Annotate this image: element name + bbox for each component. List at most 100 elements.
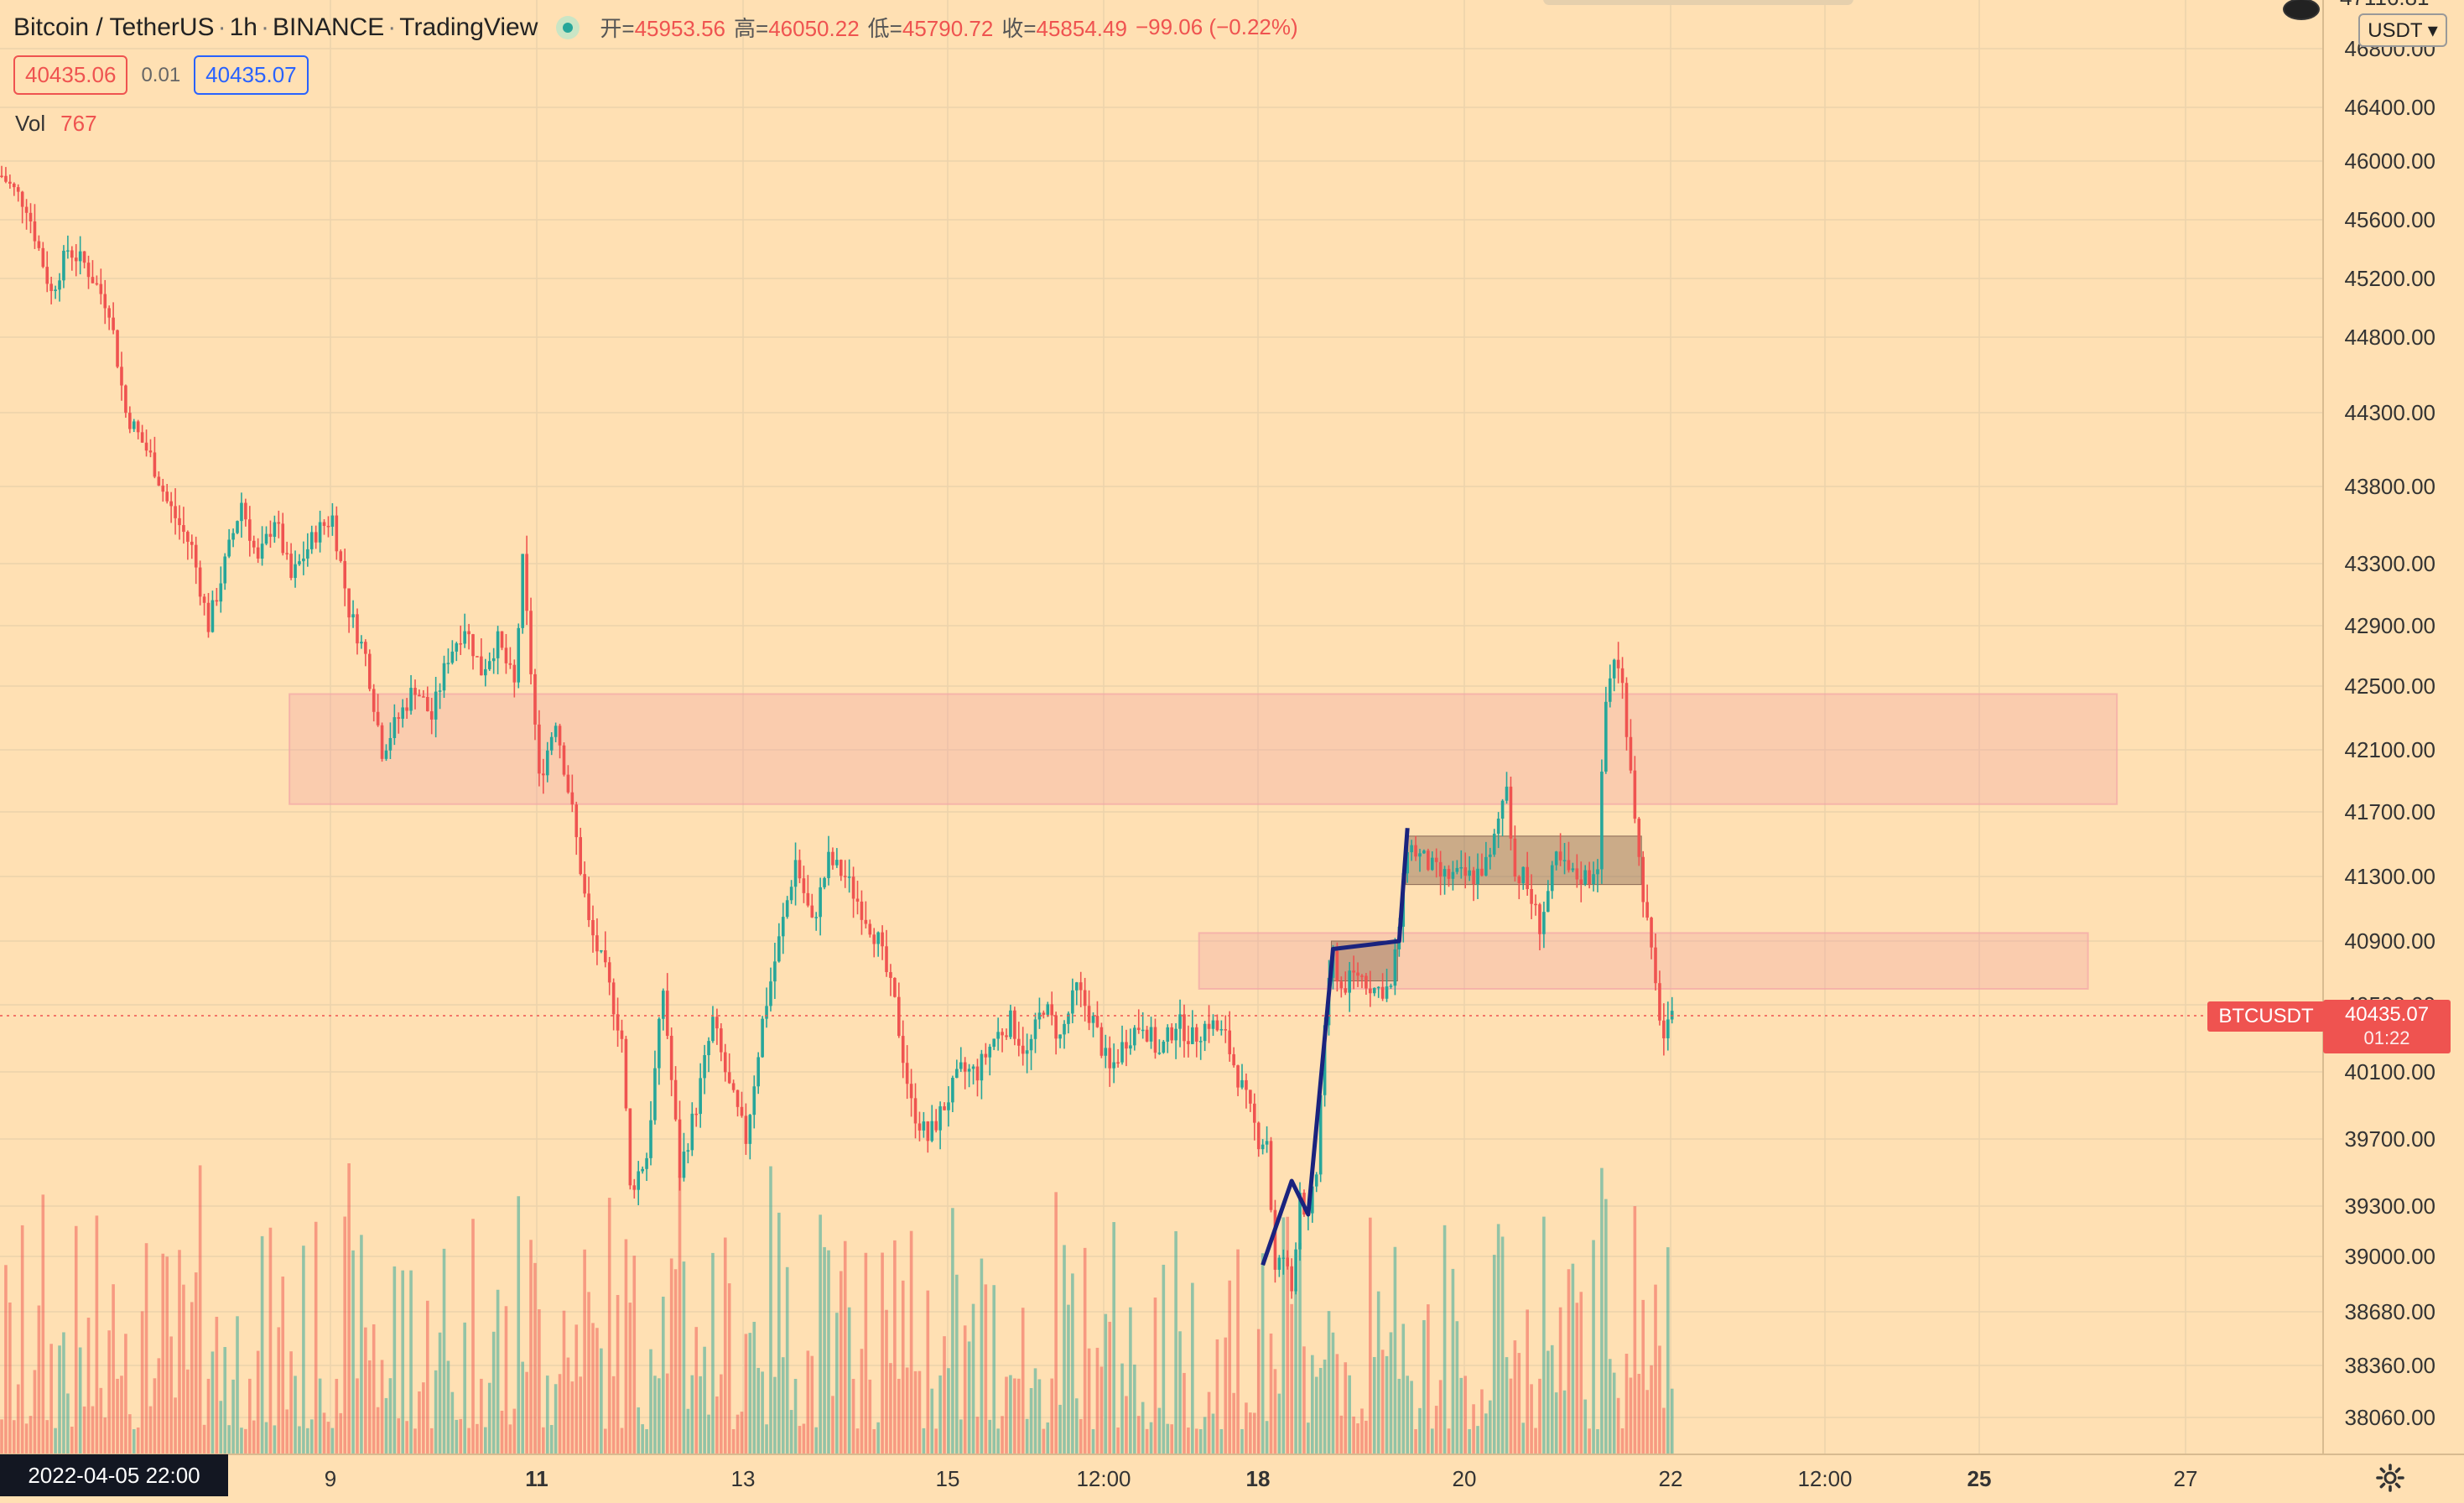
buy-price-button[interactable]: 40435.07 [194, 55, 309, 95]
price-tick-label: 39700.00 [2345, 1126, 2435, 1152]
volume-bar [1166, 1423, 1170, 1454]
top-tab-handle[interactable] [1543, 0, 1853, 5]
candle-body [955, 1069, 959, 1079]
interval-label[interactable]: 1h [229, 13, 257, 41]
candle-body [785, 900, 789, 918]
candle-body [1422, 850, 1426, 854]
candle-body [330, 515, 335, 528]
volume-bar [1294, 1288, 1297, 1454]
candle-body [309, 532, 314, 549]
symbol-name[interactable]: Bitcoin / TetherUS [13, 13, 215, 41]
volume-bar [715, 1396, 719, 1454]
candle-body [1406, 852, 1409, 874]
volume-bar [1600, 1168, 1604, 1454]
volume-bar [1393, 1246, 1397, 1454]
volume-bar [785, 1266, 789, 1454]
volume-bar [194, 1272, 198, 1454]
volume-bar [1612, 1372, 1616, 1454]
volume-bar [484, 1427, 487, 1454]
candle-body [1608, 678, 1612, 702]
candle-body [240, 502, 243, 522]
volume-bar [1513, 1340, 1517, 1454]
volume-bar [409, 1270, 413, 1454]
candle-body [1410, 845, 1413, 853]
gear-icon[interactable] [2375, 1463, 2405, 1493]
volume-bar [4, 1265, 8, 1454]
price-tick-label: 41700.00 [2345, 799, 2435, 824]
volume-bar [1286, 1216, 1290, 1454]
candle-body [1079, 982, 1083, 991]
alert-icon[interactable] [2283, 0, 2320, 20]
volume-bar [1459, 1377, 1463, 1454]
volume-bar [748, 1333, 752, 1454]
candle-body [781, 917, 785, 937]
volume-bar [975, 1417, 980, 1454]
candle-body [467, 631, 470, 635]
candle-body [793, 860, 798, 887]
candle-body [136, 421, 140, 433]
volume-bar [1116, 1427, 1120, 1454]
candle-body [558, 725, 562, 746]
volume-bar [223, 1347, 227, 1454]
candle-body [78, 251, 82, 262]
volume-bar [95, 1215, 99, 1454]
volume-bar [1596, 1429, 1599, 1454]
currency-select[interactable]: USDT ▾ [2358, 13, 2447, 47]
volume-bar [1344, 1362, 1348, 1454]
candle-body [1385, 986, 1389, 999]
volume-bar [789, 1410, 793, 1454]
volume-bar [1307, 1422, 1310, 1454]
candle-body [694, 1113, 699, 1116]
volume-label: Vol [15, 111, 46, 136]
price-axis-panel [2323, 0, 2464, 1503]
volume-bar [1067, 1304, 1070, 1454]
candle-body [1530, 888, 1533, 904]
candle-body [491, 658, 496, 662]
volume-bar [955, 1274, 959, 1454]
candle-body [260, 543, 264, 559]
candle-body [500, 631, 504, 648]
candle-body [938, 1106, 942, 1131]
candle-body [1198, 1041, 1203, 1043]
sell-price-button[interactable]: 40435.06 [13, 55, 128, 95]
volume-bar [665, 1373, 669, 1454]
volume-bar [20, 1225, 24, 1454]
candle-body [723, 1052, 727, 1073]
candle-body [66, 250, 70, 252]
volume-bar [91, 1406, 95, 1454]
volume-bar [843, 1240, 847, 1454]
volume-bar [384, 1397, 388, 1454]
volume-bar [1162, 1264, 1166, 1454]
candle-body [132, 421, 136, 429]
volume-bar [678, 1176, 682, 1454]
candle-body [538, 724, 541, 774]
time-tick-label: 12:00 [1076, 1466, 1131, 1491]
volume-bar [1042, 1428, 1046, 1454]
candle-body [318, 522, 322, 543]
volume-bar [144, 1243, 148, 1454]
candle-body [1170, 1027, 1173, 1041]
volume-bar [298, 1426, 301, 1454]
candle-body [851, 876, 855, 899]
candle-body [1042, 1012, 1046, 1015]
volume-bar [1575, 1303, 1579, 1454]
candle-body [1637, 819, 1641, 857]
volume-bar [1401, 1324, 1406, 1454]
volume-bar [1654, 1284, 1657, 1454]
volume-bar [889, 1363, 892, 1454]
volume-bar [545, 1376, 549, 1454]
candle-body [591, 920, 595, 936]
price-tick-label: 42500.00 [2345, 673, 2435, 699]
candle-body [364, 642, 367, 654]
volume-bar [227, 1425, 231, 1454]
volume-bar [1153, 1298, 1157, 1454]
volume-bar [388, 1378, 392, 1454]
volume-bar [1265, 1421, 1269, 1454]
volume-bar [624, 1239, 628, 1454]
volume-bar [318, 1378, 322, 1454]
candle-body [211, 600, 215, 632]
candle-body [1562, 860, 1567, 861]
volume-bar [1455, 1321, 1459, 1454]
candle-body [41, 247, 45, 268]
